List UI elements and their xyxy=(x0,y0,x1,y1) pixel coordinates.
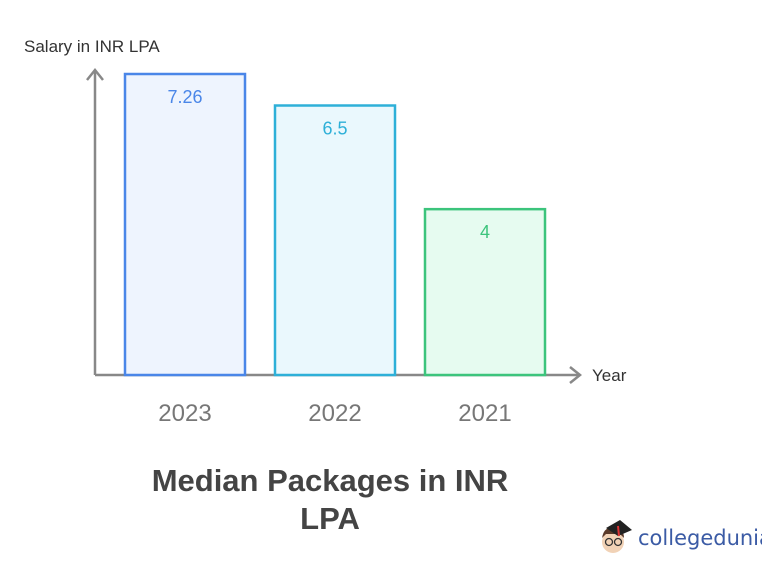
chart-title: Median Packages in INR LPA xyxy=(151,463,509,536)
x-tick-label: 2021 xyxy=(458,400,511,427)
x-axis-arrow-icon xyxy=(569,366,583,384)
bar-2023 xyxy=(123,72,247,377)
data-label-2022: 6.5 xyxy=(322,119,347,139)
x-axis-label: Year xyxy=(592,366,627,385)
x-tick-label: 2023 xyxy=(158,400,211,427)
logo-text: collegedunia xyxy=(638,526,762,550)
y-axis-arrow-icon xyxy=(86,67,104,81)
x-tick-label: 2022 xyxy=(308,400,361,427)
data-label-2021: 4 xyxy=(480,222,490,242)
collegedunia-logo: collegedunia xyxy=(598,518,762,558)
bar-2021 xyxy=(423,207,547,377)
data-label-2023: 7.26 xyxy=(167,87,202,107)
bar-2022 xyxy=(273,104,397,377)
y-axis-label: Salary in INR LPA xyxy=(24,37,160,56)
mascot-icon xyxy=(602,520,632,553)
